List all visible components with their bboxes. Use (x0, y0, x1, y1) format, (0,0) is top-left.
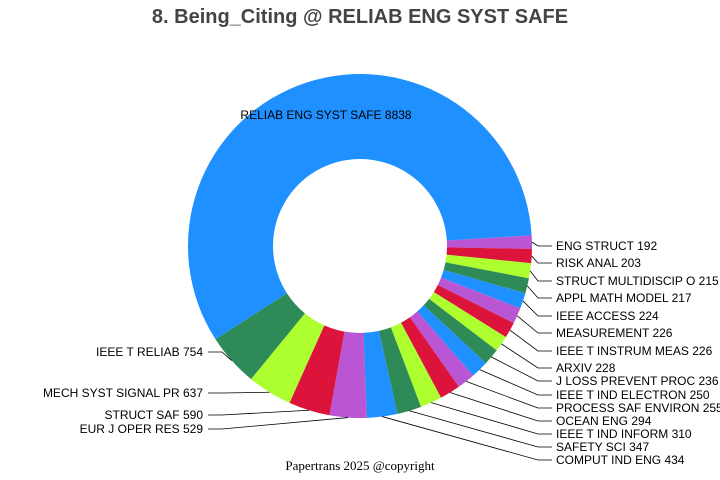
leader-line (208, 417, 349, 430)
pie-slice[interactable] (400, 317, 459, 398)
pie-slice[interactable] (329, 331, 367, 419)
pie-slice[interactable] (251, 313, 325, 403)
pie-slice[interactable] (433, 285, 514, 338)
slice-label: RELIAB ENG SYST SAFE 8838 (240, 108, 412, 122)
leader-line (409, 410, 552, 448)
leader-line (531, 241, 552, 247)
leader-line (531, 255, 552, 264)
pie-slice[interactable] (446, 247, 532, 264)
slice-label: COMPUT IND ENG 434 (556, 453, 685, 467)
pie-slice[interactable] (417, 305, 486, 376)
leader-line (509, 329, 552, 352)
leader-line (491, 356, 552, 382)
leader-line (208, 391, 270, 394)
pie-slice[interactable] (363, 330, 398, 418)
slice-label: SAFETY SCI 347 (556, 440, 649, 454)
leader-line (501, 343, 552, 369)
pie-slice[interactable] (443, 262, 529, 294)
slice-label: PROCESS SAF ENVIRON 255 (556, 401, 720, 415)
leader-line (431, 402, 552, 435)
slice-label: IEEE ACCESS 224 (556, 309, 659, 323)
slice-label: MEASUREMENT 226 (556, 326, 673, 340)
slice-label: RISK ANAL 203 (556, 256, 641, 270)
slice-label: STRUCT SAF 590 (105, 408, 204, 422)
pie-slice[interactable] (409, 311, 474, 387)
leader-line (516, 315, 552, 334)
pie-slice[interactable] (441, 269, 526, 309)
slice-label: IEEE T IND INFORM 310 (556, 427, 692, 441)
slice-label: ARXIV 228 (556, 361, 616, 375)
slice-label: STRUCT MULTIDISCIP O 215 (556, 274, 719, 288)
pie-slice[interactable] (437, 277, 521, 324)
pie-slice[interactable] (446, 235, 532, 249)
copyright-footer: Papertrans 2025 @copyright (285, 458, 435, 473)
leader-line (465, 380, 552, 409)
pie-slice[interactable] (429, 292, 506, 351)
pie-slice[interactable] (390, 322, 442, 407)
pie-slice[interactable] (289, 325, 345, 416)
pie-slice[interactable] (445, 254, 532, 279)
slice-label: EUR J OPER RES 529 (80, 422, 204, 436)
slice-label: J LOSS PREVENT PROC 236 (556, 374, 719, 388)
slice-label: IEEE T INSTRUM MEAS 226 (556, 344, 713, 358)
leader-line (208, 409, 310, 416)
pie-slice[interactable] (378, 327, 421, 414)
pie-slice[interactable] (215, 293, 305, 380)
pie-slice[interactable] (187, 73, 532, 340)
pie-slice[interactable] (423, 298, 497, 364)
slice-label: IEEE T RELIAB 754 (96, 345, 203, 359)
slice-label: MECH SYST SIGNAL PR 637 (43, 386, 203, 400)
leader-line (529, 270, 552, 282)
slice-label: ENG STRUCT 192 (556, 239, 657, 253)
slice-label: IEEE T IND ELECTRON 250 (556, 388, 710, 402)
chart-title: 8. Being_Citing @ RELIAB ENG SYST SAFE (151, 6, 569, 28)
leader-line (527, 285, 552, 299)
leader-line (382, 416, 552, 461)
leader-line (208, 351, 232, 361)
leader-line (449, 392, 552, 422)
leader-line (522, 300, 552, 317)
slice-label: APPL MATH MODEL 217 (556, 291, 692, 305)
leader-line (479, 369, 552, 396)
slice-label: OCEAN ENG 294 (556, 414, 652, 428)
